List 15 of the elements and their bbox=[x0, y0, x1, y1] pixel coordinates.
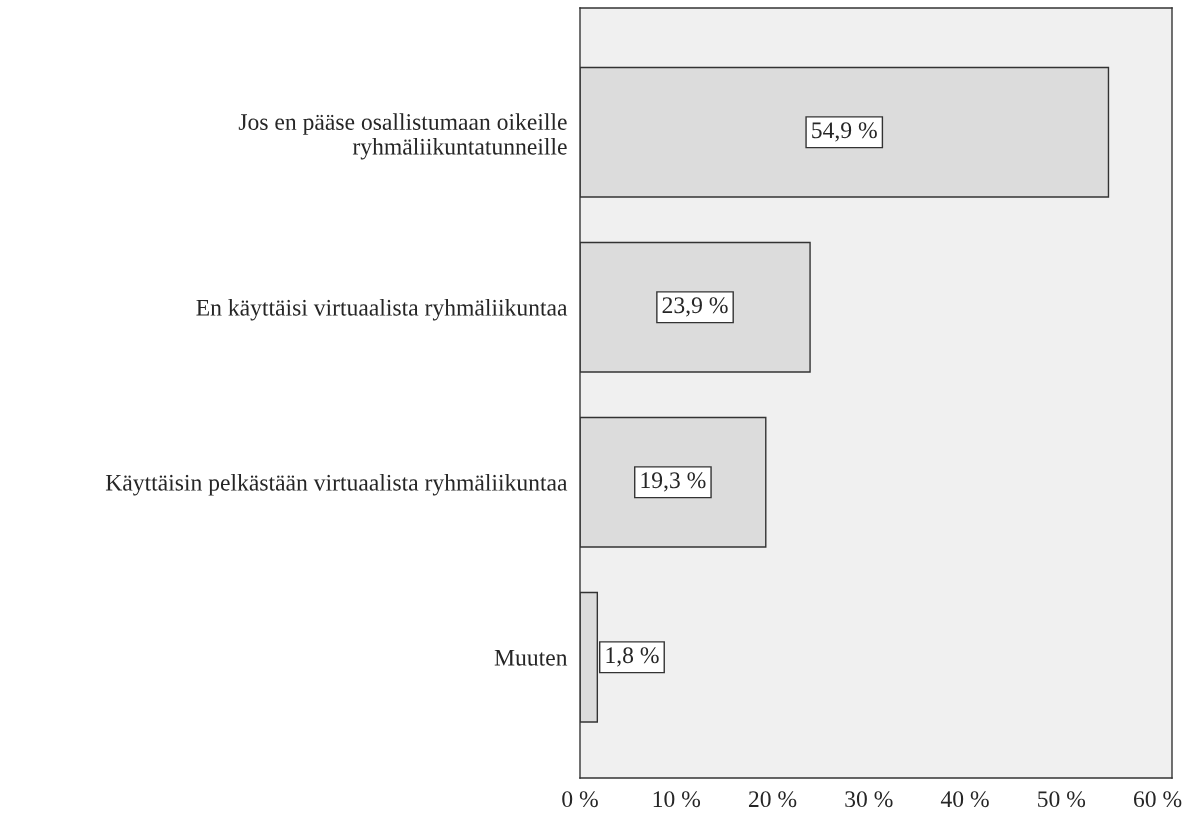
data-label: 23,9 % bbox=[662, 297, 728, 317]
data-label: 54,9 % bbox=[812, 122, 877, 142]
y-tick-label: Muuten bbox=[494, 649, 568, 666]
x-tick-label: 40 % bbox=[940, 791, 989, 808]
x-tick-label: 30 % bbox=[845, 791, 893, 808]
x-tick-label: 20 % bbox=[748, 791, 797, 808]
x-tick-label: 50 % bbox=[1038, 791, 1086, 808]
data-label: 1,8 % bbox=[606, 647, 659, 667]
x-tick-label: 60 % bbox=[1133, 791, 1182, 808]
y-tick-label: Käyttäisin pelkästään virtuaalista ryhmäliikuntaa bbox=[105, 474, 568, 496]
y-tick-label: En käyttäisi virtuaalista ryhmäliikuntaa bbox=[196, 299, 568, 321]
x-tick-label: 10 % bbox=[653, 791, 701, 808]
data-label: 19,3 % bbox=[641, 472, 706, 492]
y-tick-label: Jos en pääse osallistumaan oikeille ryhmäliikuntatunneille bbox=[238, 113, 567, 160]
x-tick-label: 0 % bbox=[562, 791, 598, 808]
